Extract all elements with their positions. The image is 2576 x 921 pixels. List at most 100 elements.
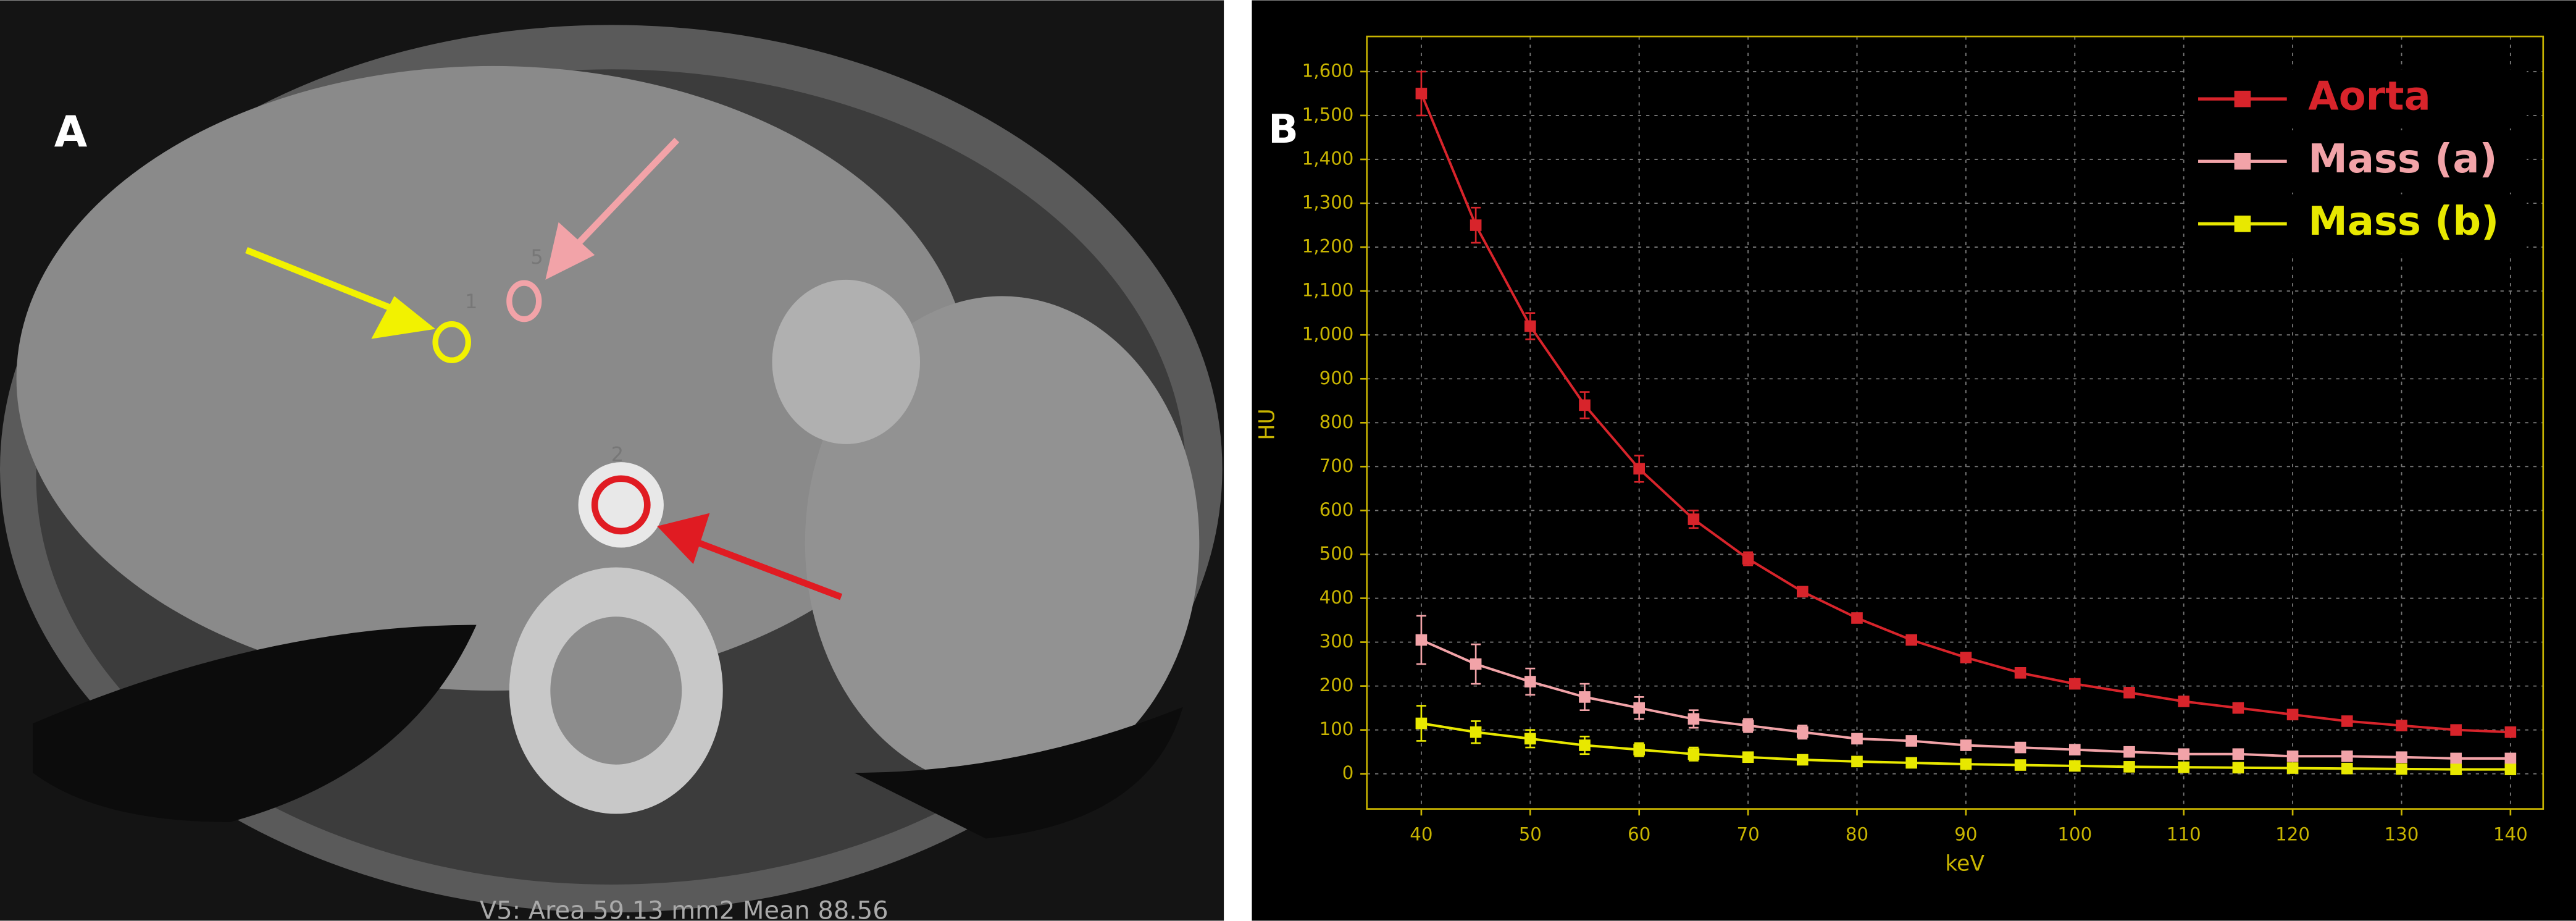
data-point bbox=[1415, 634, 1428, 646]
data-point bbox=[2341, 750, 2353, 762]
data-point bbox=[1687, 748, 1700, 760]
data-point bbox=[1742, 553, 1754, 565]
data-point bbox=[1960, 652, 1972, 663]
data-point bbox=[1851, 733, 1863, 745]
arrow-mass-b bbox=[245, 246, 404, 316]
x-tick-label: 140 bbox=[2493, 824, 2528, 845]
data-point bbox=[1851, 755, 1863, 768]
y-tick-label: 1,400 bbox=[1302, 148, 1354, 169]
roi-mass-b bbox=[432, 321, 471, 363]
lung-left bbox=[33, 625, 477, 822]
data-point bbox=[1579, 691, 1591, 703]
data-point bbox=[2450, 763, 2462, 775]
data-point bbox=[1579, 399, 1591, 411]
data-point bbox=[2396, 720, 2407, 731]
data-point bbox=[2123, 686, 2135, 699]
y-tick-label: 900 bbox=[1319, 368, 1354, 389]
roi-mass-a bbox=[506, 280, 542, 322]
arrow-aorta bbox=[696, 539, 843, 600]
data-point bbox=[2178, 761, 2189, 773]
x-tick-label: 90 bbox=[1954, 824, 1977, 845]
x-tick-label: 40 bbox=[1410, 824, 1432, 845]
y-tick-label: 1,300 bbox=[1302, 192, 1354, 213]
y-axis-label: HU bbox=[1255, 408, 1280, 440]
data-point bbox=[2504, 726, 2517, 738]
y-tick-label: 1,500 bbox=[1302, 104, 1354, 125]
data-point bbox=[1905, 757, 1918, 769]
y-tick-label: 1,600 bbox=[1302, 60, 1354, 81]
y-tick-label: 300 bbox=[1319, 631, 1354, 652]
data-point bbox=[1796, 754, 1809, 766]
data-point bbox=[2232, 702, 2244, 714]
data-point bbox=[1905, 634, 1918, 646]
x-tick-label: 80 bbox=[1846, 824, 1868, 845]
liver bbox=[16, 65, 969, 691]
data-point bbox=[1687, 713, 1700, 725]
spleen bbox=[805, 296, 1200, 789]
data-point bbox=[1524, 676, 1536, 688]
x-tick-label: 70 bbox=[1736, 824, 1759, 845]
data-point bbox=[2286, 709, 2299, 721]
data-point bbox=[1851, 612, 1863, 624]
data-point bbox=[1742, 720, 1754, 731]
panel-label: B bbox=[1268, 107, 1298, 153]
y-tick-label: 1,000 bbox=[1302, 324, 1354, 345]
legend-marker bbox=[2234, 153, 2251, 170]
legend-marker bbox=[2234, 216, 2251, 232]
data-point bbox=[1415, 88, 1428, 99]
data-point bbox=[1687, 513, 1700, 525]
data-point bbox=[2232, 762, 2244, 774]
data-point bbox=[1742, 751, 1754, 763]
data-point bbox=[2450, 724, 2462, 736]
data-point bbox=[2341, 715, 2353, 727]
panel-label: A bbox=[54, 108, 88, 158]
y-tick-label: 600 bbox=[1319, 499, 1354, 520]
data-point bbox=[2396, 763, 2407, 775]
aorta bbox=[578, 462, 664, 548]
chart: B HU keV 0 100 200 300 400 500 600 700 800 900 1,0… bbox=[1255, 35, 2545, 877]
data-point bbox=[1415, 717, 1428, 730]
data-point bbox=[2504, 763, 2517, 775]
data-point bbox=[1470, 726, 1482, 738]
data-point bbox=[2504, 752, 2517, 765]
y-tick-label: 700 bbox=[1319, 455, 1354, 476]
data-point bbox=[2286, 762, 2299, 774]
y-tick-label: 1,100 bbox=[1302, 280, 1354, 301]
x-axis-label: keV bbox=[1945, 852, 1984, 877]
vertebra-body bbox=[550, 616, 682, 765]
x-tick-label: 120 bbox=[2275, 824, 2310, 845]
data-point bbox=[2068, 744, 2081, 755]
arrowhead-mass-a bbox=[545, 222, 595, 280]
data-point bbox=[2396, 751, 2407, 763]
panel-gap bbox=[1224, 0, 1252, 921]
y-tick-label: 400 bbox=[1319, 587, 1354, 608]
data-point bbox=[1470, 658, 1482, 670]
x-tick-label: 60 bbox=[1628, 824, 1650, 845]
data-point bbox=[1524, 320, 1536, 332]
lung-right bbox=[854, 707, 1183, 839]
data-point bbox=[1960, 758, 1972, 770]
data-point bbox=[2232, 748, 2244, 760]
data-point bbox=[1633, 463, 1646, 475]
data-point bbox=[2178, 748, 2189, 760]
data-point bbox=[2014, 759, 2026, 771]
x-tick-label: 100 bbox=[2057, 824, 2092, 845]
data-point bbox=[2286, 750, 2299, 762]
legend-label: Aorta bbox=[2308, 74, 2430, 120]
data-point bbox=[2341, 762, 2353, 775]
data-point bbox=[2123, 746, 2135, 758]
data-point bbox=[1633, 702, 1646, 714]
legend-marker bbox=[2234, 90, 2251, 107]
arrow-mass-a bbox=[572, 137, 680, 250]
y-tick-label: 500 bbox=[1319, 543, 1354, 564]
data-point bbox=[1905, 735, 1918, 747]
roi-number: 1 bbox=[465, 290, 477, 313]
data-point bbox=[2014, 741, 2026, 754]
y-tick-label: 1,200 bbox=[1302, 236, 1354, 257]
data-point bbox=[2450, 752, 2462, 765]
ct-panel: A 1 5 2 V5: Area 59.13 mm2 Mean 88.56 bbox=[0, 0, 1224, 921]
data-point bbox=[1579, 739, 1591, 751]
y-tick-label: 0 bbox=[1342, 762, 1354, 783]
